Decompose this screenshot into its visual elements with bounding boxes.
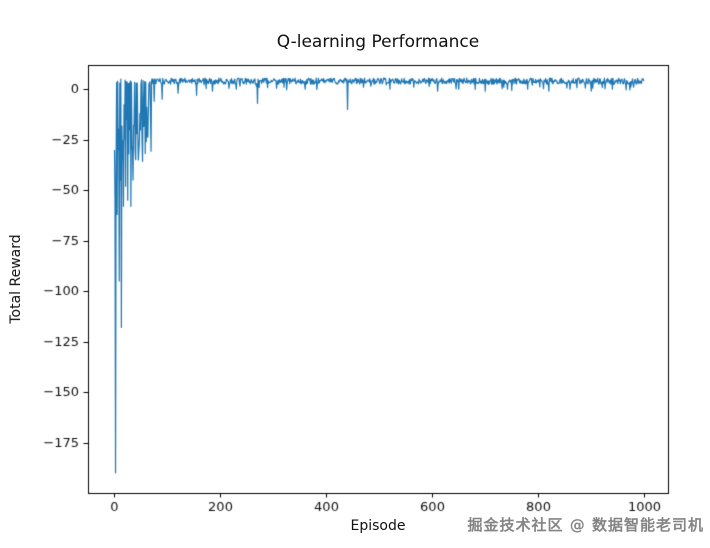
y-axis-label: Total Reward xyxy=(8,234,24,324)
x-axis-label: Episode xyxy=(350,518,406,534)
watermark: 掘金技术社区 @ 数据智能老司机 xyxy=(467,516,704,534)
chart-title: Q-learning Performance xyxy=(276,32,480,52)
